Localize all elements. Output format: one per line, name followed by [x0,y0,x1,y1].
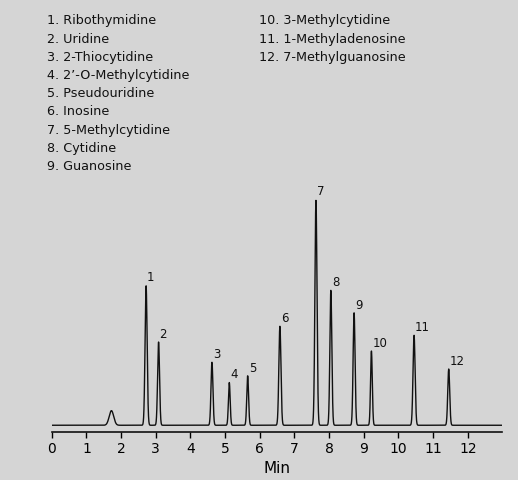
Text: 2: 2 [160,328,167,341]
Text: 11: 11 [415,321,430,334]
Text: 9: 9 [355,299,363,312]
Text: 8: 8 [332,276,339,289]
Text: 1: 1 [147,271,154,284]
Text: 7: 7 [316,185,324,198]
X-axis label: Min: Min [264,461,291,476]
Text: 6: 6 [281,312,289,325]
Text: 5: 5 [249,361,256,375]
Text: 10: 10 [372,337,387,350]
Text: 3: 3 [213,348,220,361]
Text: 12: 12 [450,355,465,368]
Text: 4: 4 [231,369,238,382]
Text: 10. 3-Methylcytidine
11. 1-Methyladenosine
12. 7-Methylguanosine: 10. 3-Methylcytidine 11. 1-Methyladenosi… [259,14,406,64]
Text: 1. Ribothymidine
2. Uridine
3. 2-Thiocytidine
4. 2’-O-Methylcytidine
5. Pseudour: 1. Ribothymidine 2. Uridine 3. 2-Thiocyt… [47,14,189,173]
